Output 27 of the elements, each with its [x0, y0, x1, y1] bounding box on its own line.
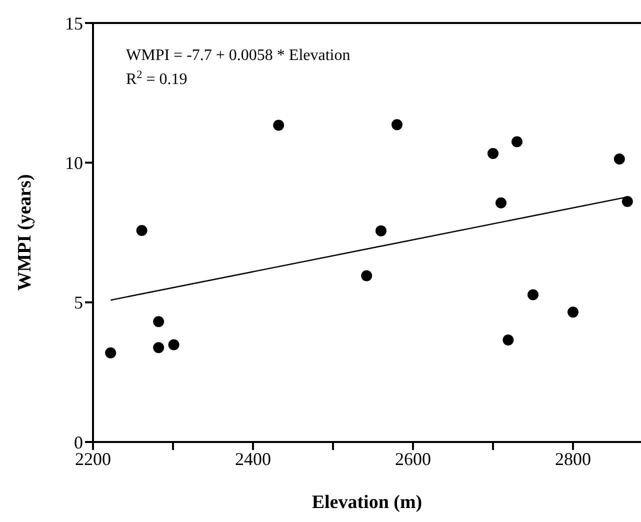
point — [361, 270, 372, 282]
x-axis-title: Elevation (m) — [312, 492, 422, 513]
point — [105, 347, 116, 358]
point — [153, 316, 164, 328]
annotation: R$^{2}$ = 0.19 — [126, 69, 188, 88]
point — [512, 136, 522, 148]
point — [376, 225, 386, 236]
point — [153, 342, 164, 354]
y-tick-label: 5 — [74, 292, 83, 313]
y-axis-title: WMPI (years) — [14, 174, 36, 291]
point — [614, 154, 625, 165]
point — [568, 306, 578, 318]
point — [273, 120, 284, 131]
y-tick-label: 15 — [65, 13, 83, 34]
point — [136, 225, 148, 236]
point — [488, 148, 498, 159]
point — [622, 196, 633, 207]
point — [168, 339, 180, 350]
point — [496, 197, 506, 208]
point — [528, 289, 538, 300]
point — [392, 119, 402, 130]
x-tick-label: 2600 — [395, 448, 431, 469]
y-tick-label: 10 — [65, 153, 83, 174]
point — [502, 334, 514, 346]
x-tick-label: 2800 — [555, 448, 591, 469]
x-tick-label: 2400 — [235, 448, 271, 469]
annotation: WMPI = -7.7 + 0.0058 * Elevation — [126, 47, 350, 64]
